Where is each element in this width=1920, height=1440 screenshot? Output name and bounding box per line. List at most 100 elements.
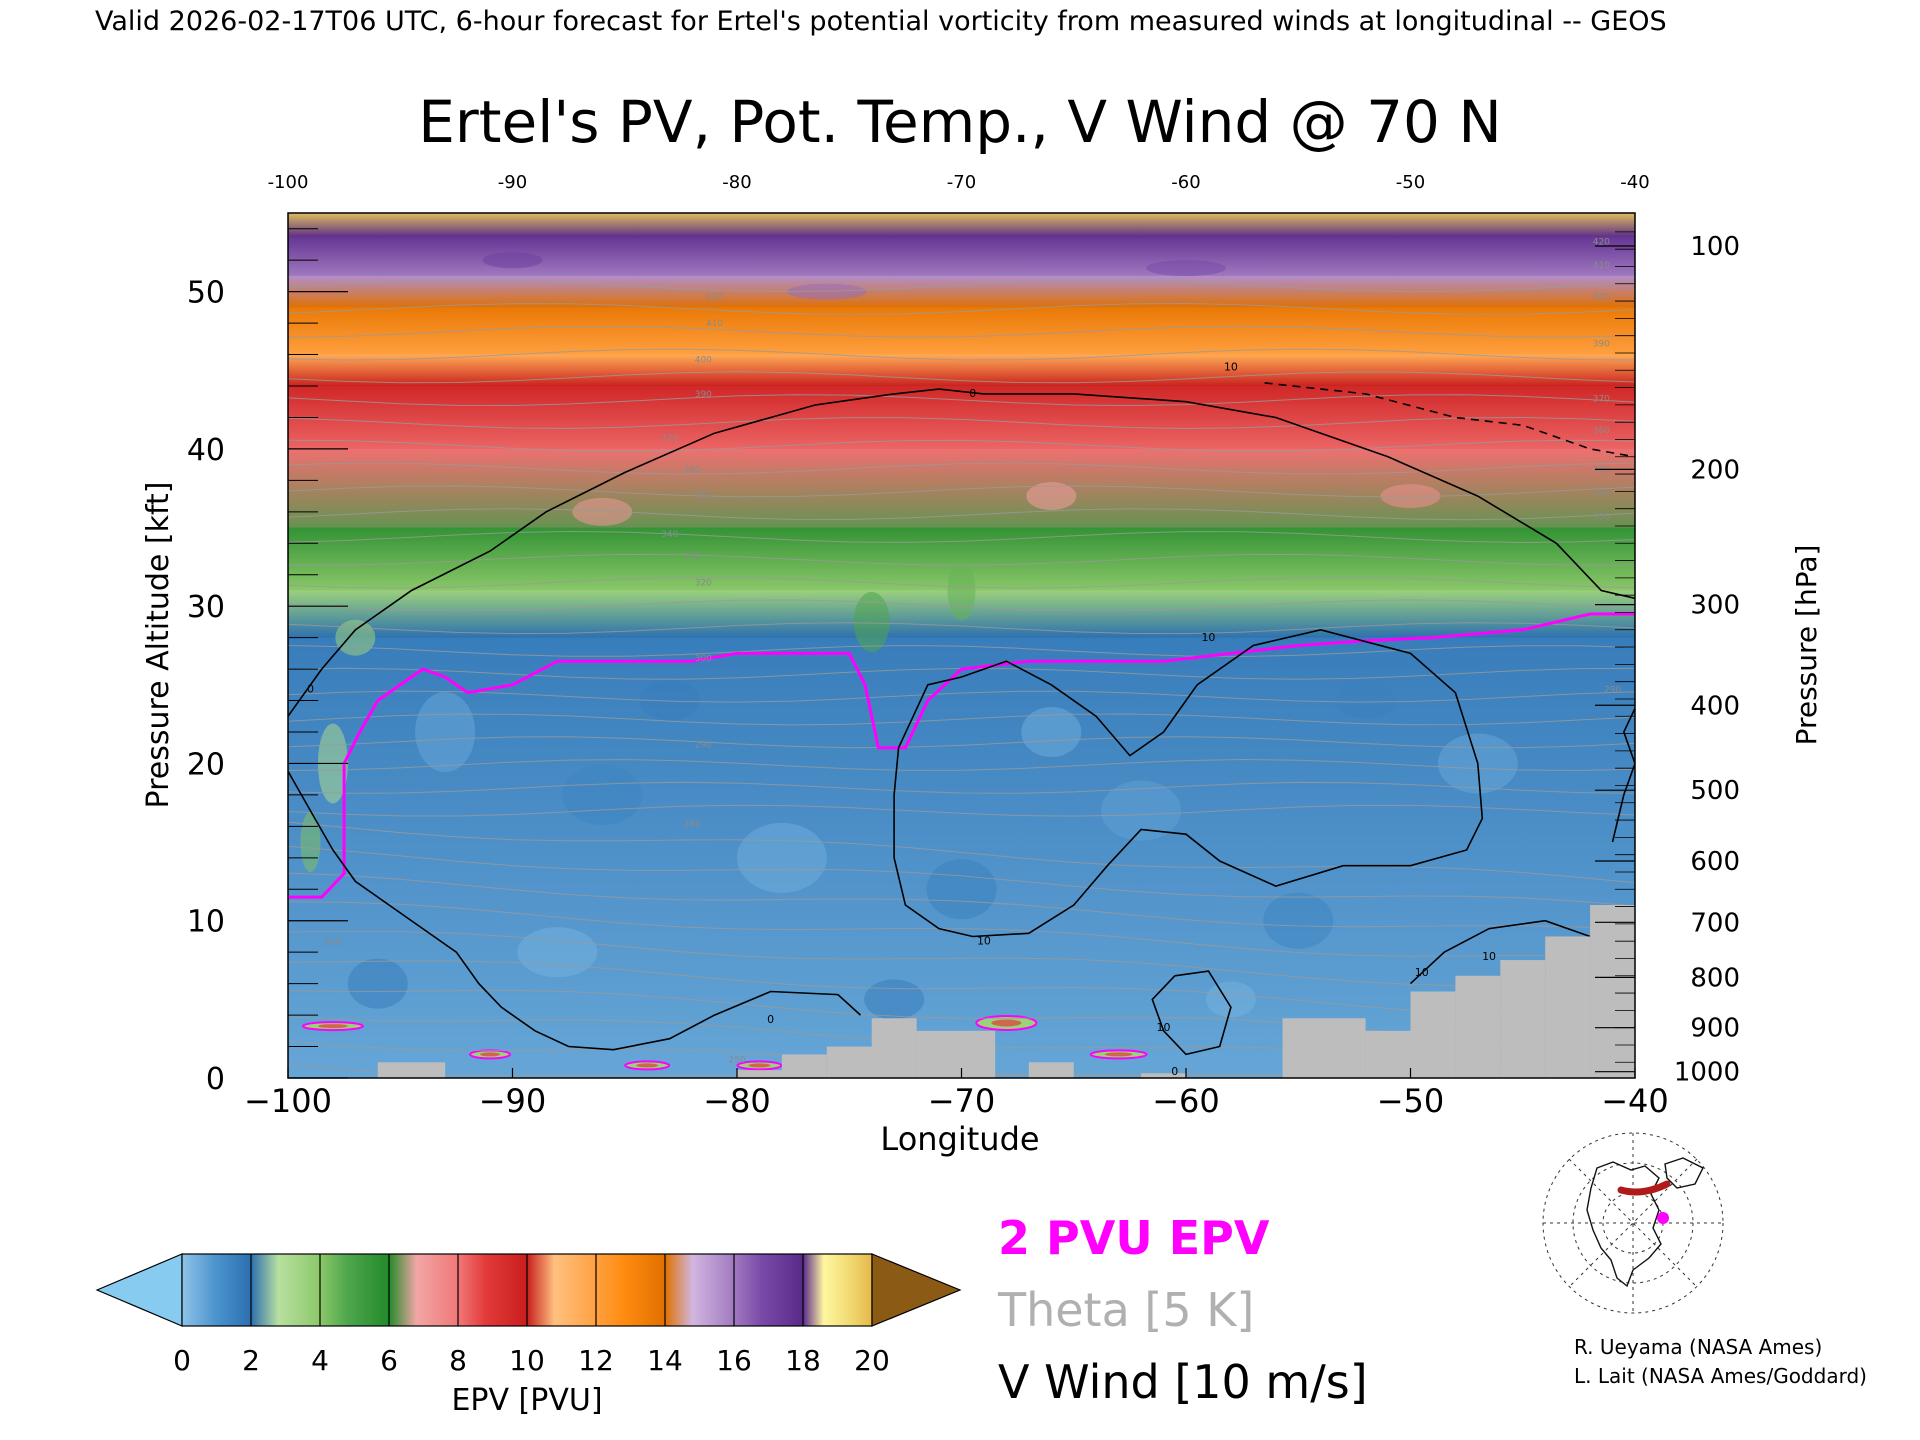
vwind-contour-labels: 0 0 0 0 10 10 10 10 10 10 [307, 360, 1496, 1078]
theta-contour-line [288, 622, 1635, 635]
theta-contour-line [288, 439, 1635, 452]
vwind-contour-line [893, 628, 1484, 938]
right-axis-tick-label: 900 [1690, 1014, 1740, 1044]
colorbar-under-arrow [95, 1253, 183, 1327]
theta-contour-line [288, 576, 1635, 589]
credit-line-2: L. Lait (NASA Ames/Goddard) [1574, 1364, 1867, 1388]
left-axis-tick-label: 30 [187, 590, 225, 625]
theta-contour-line [288, 416, 1635, 430]
bottom-axis-tick-label: −40 [1601, 1082, 1669, 1120]
left-axis-tick-label: 50 [187, 276, 225, 311]
theta-contour-label: 330 [1593, 513, 1610, 523]
theta-contour-line [288, 371, 1635, 384]
epv-texture-patch [562, 764, 643, 825]
vwind-contours [288, 382, 1635, 1056]
right-axis-tick-label: 600 [1690, 847, 1740, 877]
terrain-block [1282, 1018, 1366, 1078]
theta-contour-label: 300 [695, 654, 712, 664]
theta-contour-line [288, 485, 1635, 498]
top-axis-tick-label: -90 [498, 172, 527, 193]
terrain-block [1590, 905, 1635, 1078]
right-axis-tick-label: 300 [1690, 591, 1740, 621]
top-axis: -100 -90 -80 -70 -60 -50 -40 [268, 172, 1650, 193]
vwind-contour-label: 10 [1157, 1021, 1171, 1034]
bottom-axis: −100 −90 −80 −70 −60 −50 −40 [244, 1068, 1669, 1120]
theta-contour-label: 350 [1593, 466, 1610, 476]
vwind-contour-line [288, 770, 862, 1051]
theta-contour-label: 360 [1593, 426, 1610, 436]
right-axis-tick-label: 500 [1690, 776, 1740, 806]
theta-contour-label: 370 [661, 434, 678, 444]
epv-texture-patch [1205, 981, 1256, 1018]
theta-contour-label: 420 [706, 293, 723, 303]
theta-contour-label: 290 [1604, 686, 1621, 696]
epv-texture-patch [347, 958, 408, 1009]
left-axis-tick-label: 0 [206, 1062, 225, 1097]
theta-contour-line [288, 280, 1635, 293]
colorbar-tick-label: 18 [785, 1344, 821, 1377]
vwind-contour-line [1264, 382, 1635, 458]
top-axis-tick-label: -80 [722, 172, 751, 193]
y-axis-label-left: Pressure Altitude [kft] [141, 482, 176, 809]
epv-texture-patch [1380, 484, 1441, 509]
colorbar-over-arrow [871, 1253, 962, 1327]
colorbar-dividers [250, 1254, 804, 1326]
vwind-contour-line [1151, 970, 1232, 1056]
theta-contour-line [288, 804, 1635, 817]
terrain-block [1410, 991, 1456, 1078]
theta-contour-label: 330 [684, 552, 701, 562]
right-axis-tick-label: 1000 [1674, 1058, 1740, 1088]
theta-contour-label: 420 [1593, 237, 1610, 247]
top-axis-tick-label: -70 [947, 172, 976, 193]
epv-texture-patch [572, 497, 633, 526]
plot-area: 420 410 400 390 370 360 350 340 330 320 300 290 280 2… [288, 213, 1635, 1078]
theta-contour-label: 290 [695, 741, 712, 751]
legend: 2 PVU EPV Theta [5 K] V Wind [10 m/s] [997, 1211, 1368, 1409]
theta-contour-line [288, 325, 1635, 338]
x-axis-label: Longitude [880, 1120, 1039, 1158]
terrain-block [1365, 1030, 1411, 1078]
theta-contour-label: 400 [695, 355, 712, 365]
epv-colorbar: 0 2 4 6 8 10 12 14 16 18 20 EPV [PVU] [95, 1253, 962, 1418]
theta-contour-line [288, 508, 1635, 521]
terrain-block [1545, 936, 1591, 1078]
continent-outline [1586, 1161, 1662, 1288]
terrain-block [377, 1062, 446, 1078]
colorbar-tick-label: 14 [647, 1344, 683, 1377]
terrain-block [1028, 1062, 1074, 1078]
theta-contour-line [288, 644, 1635, 658]
epv-texture-patch [335, 619, 376, 656]
theta-contour-line [288, 930, 1635, 987]
theta-contour-line [288, 394, 1635, 407]
bottom-axis-tick-label: −90 [479, 1082, 547, 1120]
epv-texture-patch [864, 979, 925, 1020]
theta-contour-label: 340 [1593, 489, 1610, 499]
vwind-contour-label: 10 [1415, 966, 1429, 979]
epv-texture-patch [1021, 707, 1082, 757]
left-axis-tick-label: 40 [187, 433, 225, 468]
theta-contour-line [288, 758, 1635, 772]
legend-epv-line: 2 PVU EPV [998, 1211, 1270, 1265]
epv-texture-patch [736, 822, 827, 893]
vwind-contour-label: 10 [977, 934, 991, 947]
epv-texture-patch [639, 680, 700, 721]
theta-contour-labels: 420 410 400 390 370 360 350 340 330 320 300 290 280 2… [324, 237, 1621, 1065]
epv-band [288, 213, 1635, 238]
left-axis-tick-label: 20 [187, 747, 225, 782]
bottom-axis-tick-label: −70 [928, 1082, 996, 1120]
colorbar-tick-label: 10 [509, 1344, 545, 1377]
theta-contour-label: 320 [695, 579, 712, 589]
terrain-block [916, 1030, 996, 1078]
theta-contour-line [288, 302, 1635, 315]
epv-texture-patch [947, 560, 976, 621]
low-level-pv-core [991, 1019, 1022, 1027]
theta-contour-label: 280 [684, 819, 701, 829]
theta-contour-label: 390 [695, 390, 712, 400]
legend-theta: Theta [5 K] [997, 1283, 1254, 1337]
colorbar-tick-label: 2 [242, 1344, 260, 1377]
vwind-contour-label: 10 [1224, 360, 1238, 373]
chart-title: Ertel's PV, Pot. Temp., V Wind @ 70 N [418, 88, 1501, 156]
epv-texture-patch [853, 591, 890, 652]
theta-contour-line [288, 781, 1635, 794]
theta-contour-line [288, 553, 1635, 566]
